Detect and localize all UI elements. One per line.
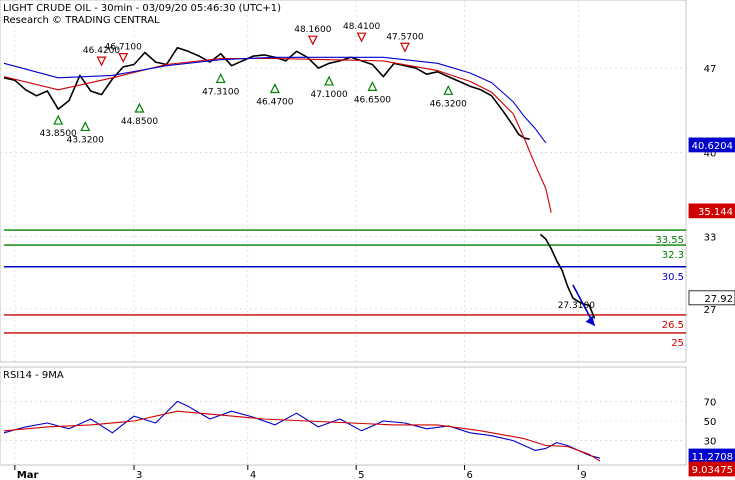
level-label: 33.55: [655, 235, 684, 246]
swing-high-triangle: [96, 56, 107, 67]
value-tag-box: [688, 203, 735, 219]
price-levels: 33.55 32.3 30.5 26.5 25: [4, 229, 686, 349]
x-tick-label: 9: [580, 470, 586, 480]
swing-low-label: 43.8500: [40, 129, 77, 139]
x-tick-label: 4: [250, 470, 256, 480]
price-y-tick-label: 47: [704, 64, 717, 75]
swing-high-label: 48.1600: [294, 25, 331, 35]
price-y-tick-label: 33: [704, 233, 717, 244]
x-axis: Mar 3 4 5 6 9: [14, 465, 587, 480]
swing-marker: 44.8500: [121, 102, 158, 127]
rsi-y-tick-label: 70: [704, 397, 717, 408]
swing-low-triangle: [324, 75, 335, 86]
price-y-tick-label: 27: [704, 305, 717, 316]
level-label: 26.5: [662, 320, 684, 331]
series-line-ma_fast: [3, 57, 552, 213]
right-axis: 47 40 33 27 40.6204 35.144 27.92 70 50 30 11.2708 9…: [688, 64, 735, 477]
swing-low-label: 46.4700: [256, 98, 293, 108]
swing-high-label: 46.7100: [105, 43, 142, 53]
value-tag-box: [688, 290, 735, 306]
swing-low-label: 46.6500: [354, 95, 391, 105]
rsi-panel: [0, 366, 687, 466]
value-tag-label: 11.2708: [692, 452, 733, 463]
swing-low-label: 43.3200: [67, 135, 104, 145]
x-tick-label: 6: [467, 470, 473, 480]
price-gridlines: [0, 0, 686, 362]
price-series-group: [3, 46, 596, 319]
swing-high-triangle: [307, 35, 318, 46]
series-line-price: [539, 233, 596, 319]
swing-marker: 46.6500: [354, 81, 391, 105]
swing-high-triangle: [118, 53, 129, 63]
swing-low-triangle: [269, 83, 280, 94]
price-annotation-label: 27.3100: [558, 301, 595, 311]
swing-marker: 47.5700: [386, 32, 424, 53]
swing-low-label: 44.8500: [121, 117, 158, 127]
rsi-y-tick-label: 50: [704, 417, 717, 428]
swing-marker: 43.3200: [67, 121, 104, 145]
swing-low-triangle: [367, 81, 378, 91]
swing-low-triangle: [80, 121, 91, 132]
series-line-rsi: [3, 400, 601, 459]
value-tag-label: 35.144: [698, 207, 733, 218]
value-tag-label: 9.03475: [692, 465, 733, 476]
level-label: 30.5: [662, 272, 684, 283]
series-line-ma_slow: [3, 56, 547, 144]
swing-high-label: 47.5700: [386, 32, 423, 42]
price-annotations: 27.3100: [558, 284, 596, 327]
value-tag-label: 40.6204: [692, 141, 733, 152]
chart-title: LIGHT CRUDE OIL - 30min - 03/09/20 05:46…: [3, 3, 281, 14]
swing-low-triangle: [215, 73, 226, 84]
swing-marker: 46.4700: [256, 83, 294, 108]
swing-marker: 46.3200: [430, 84, 467, 109]
swing-marker: 48.4100: [343, 22, 380, 43]
swing-low-triangle: [53, 114, 64, 125]
rsi-y-tick-label: 30: [704, 437, 717, 448]
value-tag-rsi: 11.2708: [688, 448, 735, 464]
swing-low-triangle: [443, 84, 454, 95]
value-tag-ma_slow: 40.6204: [688, 137, 735, 153]
series-line-rsi_ma: [3, 410, 601, 462]
price-y-tick-label: 40: [704, 148, 717, 159]
swing-marker: 47.3100: [202, 73, 240, 97]
swing-marker: 46.7100: [105, 43, 142, 63]
swing-marker: 46.4200: [83, 46, 120, 67]
value-tag-rsi_ma: 9.03475: [688, 461, 735, 477]
level-label: 25: [671, 338, 684, 349]
swing-high-label: 48.4100: [343, 22, 380, 32]
x-tick-label: 3: [136, 470, 142, 480]
value-tag-box: [688, 461, 735, 477]
swing-high-triangle: [356, 32, 367, 43]
value-tag-label: 27.92: [704, 294, 733, 305]
projection-arrow-head: [585, 315, 595, 326]
rsi-gridlines: [0, 367, 686, 465]
swing-marker: 47.1000: [310, 75, 348, 100]
level-label: 32.3: [662, 250, 684, 261]
rsi-series-group: [3, 400, 601, 462]
swing-low-triangle: [134, 102, 145, 113]
swing-marker: 43.8500: [40, 114, 77, 139]
value-tag-ma_fast: 35.144: [688, 203, 735, 219]
swing-low-label: 46.3200: [430, 99, 467, 109]
rsi-title: RSI14 - 9MA: [3, 370, 64, 381]
x-tick-label: 5: [358, 470, 364, 480]
value-tag-box: [688, 137, 735, 153]
chart-subtitle: Research © TRADING CENTRAL: [3, 15, 160, 26]
swing-low-label: 47.1000: [310, 90, 347, 100]
swing-marker: 48.1600: [294, 25, 332, 46]
swing-low-label: 47.3100: [202, 87, 239, 97]
swing-high-triangle: [399, 42, 410, 53]
swing-high-label: 46.4200: [83, 46, 120, 56]
value-tag-price: 27.92: [688, 290, 735, 306]
x-tick-label: Mar: [17, 470, 39, 480]
